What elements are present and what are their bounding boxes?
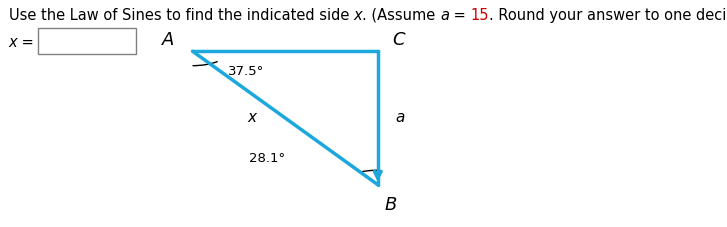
Text: C: C <box>392 31 405 49</box>
Text: 37.5°: 37.5° <box>228 64 265 78</box>
Text: a: a <box>441 8 449 23</box>
Text: a: a <box>395 111 405 126</box>
Text: x: x <box>9 35 17 50</box>
Text: . (Assume: . (Assume <box>362 8 441 23</box>
Text: x: x <box>354 8 362 23</box>
Text: . Round your answer to one decimal place.): . Round your answer to one decimal place… <box>489 8 727 23</box>
Text: Use the Law of Sines to find the indicated side: Use the Law of Sines to find the indicat… <box>9 8 354 23</box>
Text: =: = <box>449 8 470 23</box>
Text: A: A <box>162 31 174 49</box>
Text: =: = <box>17 35 34 50</box>
Text: B: B <box>385 196 397 214</box>
Text: x: x <box>248 111 257 126</box>
Text: 28.1°: 28.1° <box>249 152 285 165</box>
Text: 15: 15 <box>470 8 489 23</box>
